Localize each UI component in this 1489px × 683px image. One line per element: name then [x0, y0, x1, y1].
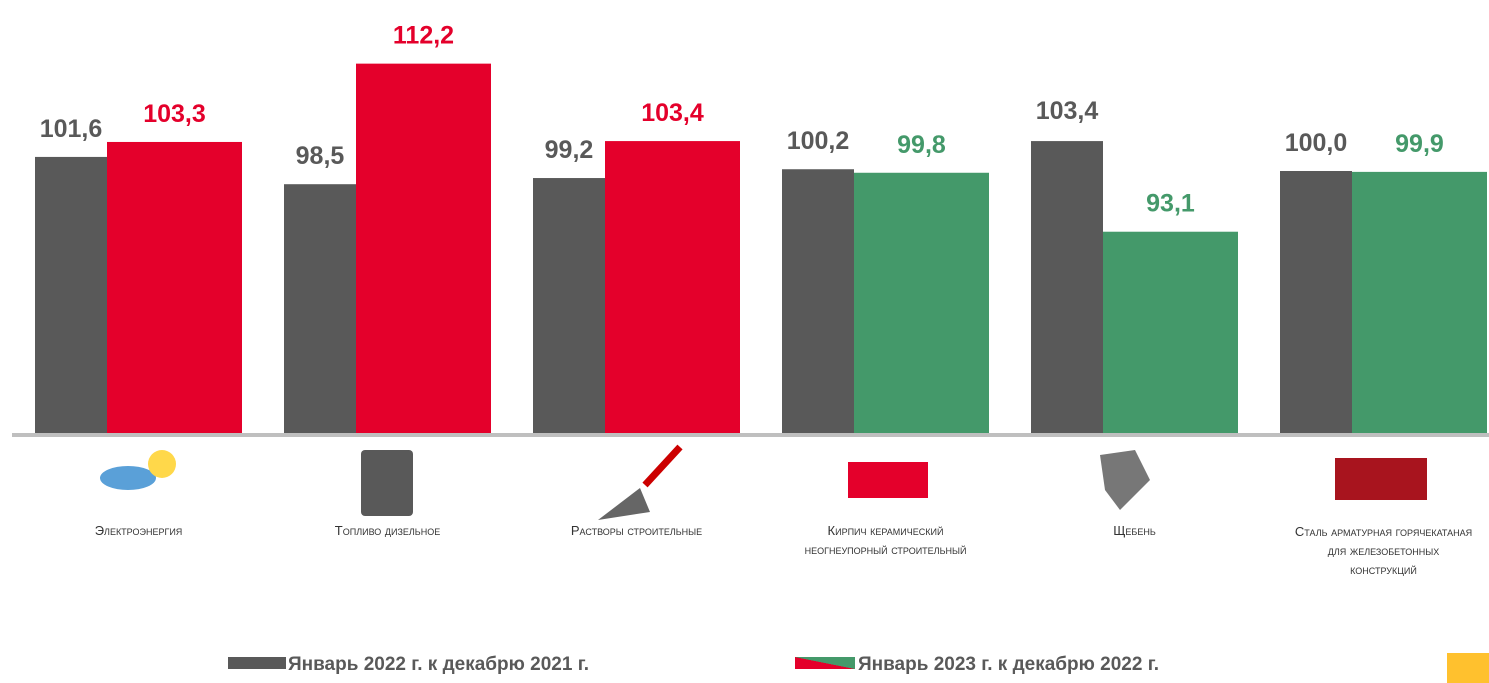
bar — [533, 178, 605, 435]
value-label: 99,2 — [545, 136, 594, 164]
bar — [284, 184, 356, 435]
value-label: 103,3 — [143, 100, 206, 128]
category-label: Щебень — [1020, 521, 1250, 540]
value-label: 100,2 — [787, 127, 850, 155]
legend-label: Январь 2022 г. к декабрю 2021 г. — [288, 654, 589, 675]
legend-swatch — [795, 657, 855, 669]
bar — [1031, 141, 1103, 435]
value-label: 93,1 — [1146, 190, 1195, 218]
category-label: Электроэнергия — [24, 521, 254, 540]
category-label: Сталь арматурная горячекатаная для желез… — [1294, 522, 1474, 579]
icon-steel — [1335, 458, 1427, 500]
value-label: 101,6 — [40, 115, 103, 143]
icons — [100, 447, 1427, 520]
category-label: Топливо дизельное — [273, 521, 503, 540]
bar — [1352, 172, 1487, 435]
value-label: 100,0 — [1285, 129, 1348, 157]
value-label: 103,4 — [1036, 97, 1099, 125]
bar — [1280, 171, 1352, 435]
value-label: 103,4 — [641, 99, 704, 127]
corner-badge — [1447, 653, 1489, 683]
bar — [107, 142, 242, 435]
legend-swatch — [228, 657, 286, 669]
value-label: 99,8 — [897, 131, 946, 159]
category-label: Кирпич керамический неогнеупорный строит… — [786, 521, 986, 559]
value-label: 112,2 — [393, 22, 454, 50]
icon-energy — [100, 466, 156, 490]
bar — [35, 157, 107, 435]
chart: 101,6 103,3 98,5 112,2 99,2 103,4 100,2 99,8 103… — [0, 0, 1489, 683]
value-label: 98,5 — [296, 142, 345, 170]
icon-gravel — [1100, 450, 1150, 510]
bar — [854, 173, 989, 435]
bar — [782, 169, 854, 435]
icon-trowel — [598, 488, 650, 520]
icon-canister — [361, 450, 413, 516]
icon-trowel-handle — [645, 447, 680, 485]
icon-bulb — [148, 450, 176, 478]
bar — [605, 141, 740, 435]
category-label: Растворы строительные — [522, 521, 752, 540]
bar — [1103, 232, 1238, 435]
icon-brick — [848, 462, 928, 498]
page: 101,6 103,3 98,5 112,2 99,2 103,4 100,2 99,8 103… — [0, 0, 1489, 683]
value-label: 99,9 — [1395, 130, 1444, 158]
legend-label: Январь 2023 г. к декабрю 2022 г. — [858, 654, 1159, 675]
bar — [356, 64, 491, 435]
